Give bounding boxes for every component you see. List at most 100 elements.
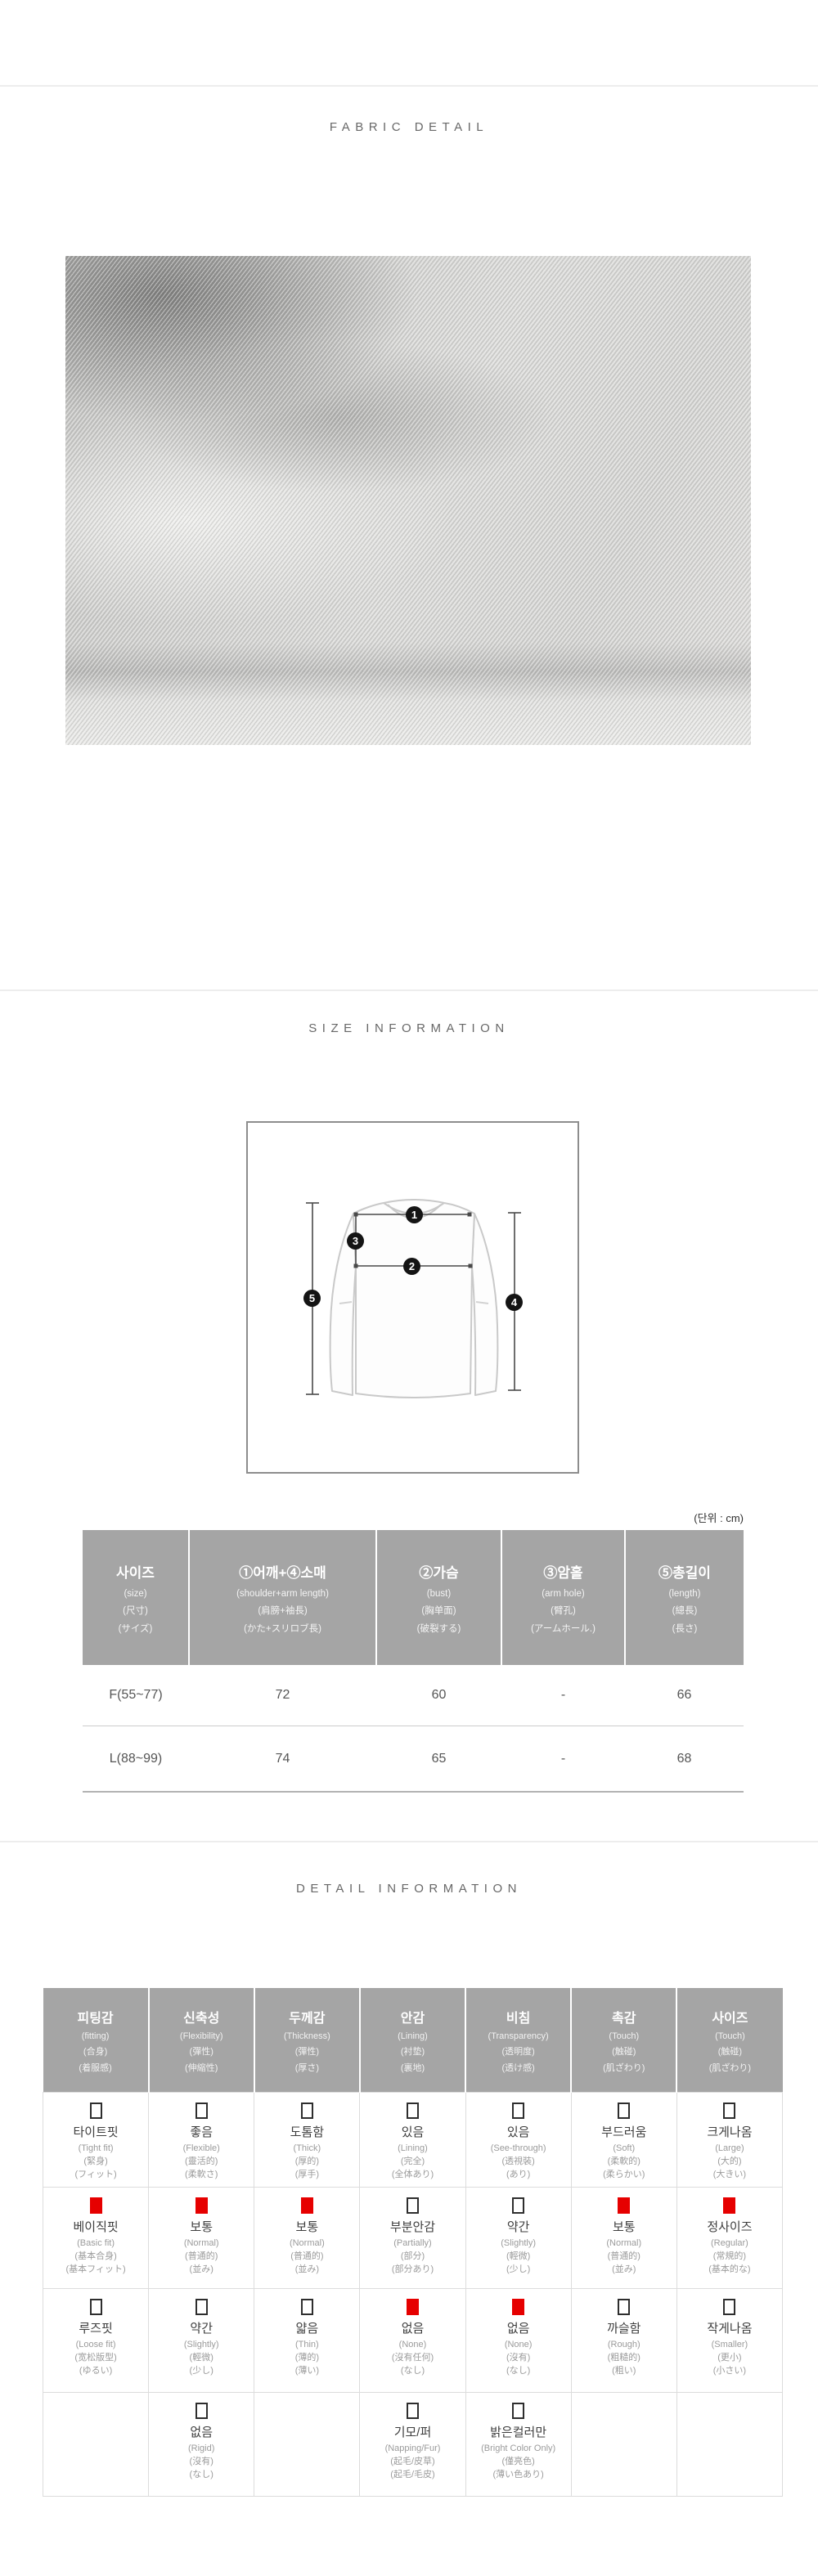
option-checkbox — [89, 2197, 102, 2214]
option-checkbox — [512, 2299, 525, 2315]
option-checkbox — [195, 2197, 208, 2214]
option-cell-empty — [254, 2392, 361, 2497]
shoulder-sleeve-col-header: ①어깨+④소매 (shoulder+arm length) (肩膀+袖長) (か… — [188, 1530, 376, 1665]
option-cell: 있음 (See-through) (透視裝) (あり) — [465, 2092, 572, 2188]
size-row-large: L(88~99) 74 65 - 68 — [83, 1726, 744, 1793]
option-checkbox — [618, 2197, 631, 2214]
option-checkbox — [723, 2197, 736, 2214]
measure-marker-3: 3 — [347, 1232, 364, 1250]
option-cell: 약간 (Slightly) (輕微) (少し) — [465, 2187, 572, 2289]
option-checkbox — [406, 2197, 419, 2214]
size-value: - — [501, 1665, 625, 1726]
option-checkbox — [618, 2103, 631, 2119]
option-cell: 크게나옴 (Large) (大的) (大きい) — [676, 2092, 784, 2188]
option-cell: 작게나옴 (Smaller) (更小) (小さい) — [676, 2288, 784, 2393]
measure-marker-4: 4 — [506, 1294, 523, 1311]
option-checkbox — [195, 2299, 208, 2315]
option-cell: 까슬함 (Rough) (粗糙的) (粗い) — [570, 2288, 677, 2393]
section-divider — [0, 990, 818, 991]
size-table-header-row: 사이즈 (size) (尺寸) (サイズ) ①어깨+④소매 (shoulder+… — [83, 1530, 744, 1665]
fabric-detail-title: FABRIC DETAIL — [329, 120, 489, 134]
size-value: 68 — [625, 1726, 744, 1793]
detail-option-row: 베이직핏 (Basic fit) (基本合身) (基本フィット) 보통 (Nor… — [42, 2187, 784, 2289]
option-cell-empty — [676, 2392, 784, 2497]
option-checkbox — [300, 2197, 313, 2214]
size-value: 72 — [189, 1665, 376, 1726]
size-table: 사이즈 (size) (尺寸) (サイズ) ①어깨+④소매 (shoulder+… — [83, 1530, 744, 1793]
option-cell: 있음 (Lining) (完全) (全体あり) — [359, 2092, 466, 2188]
option-checkbox — [723, 2299, 736, 2315]
option-cell: 보통 (Normal) (普通的) (並み) — [148, 2187, 255, 2289]
option-cell: 보통 (Normal) (普通的) (並み) — [570, 2187, 677, 2289]
option-checkbox — [512, 2403, 525, 2419]
bust-col-header: ②가슴 (bust) (胸单面) (破裂する) — [375, 1530, 501, 1665]
option-cell: 없음 (None) (沒有任何) (なし) — [359, 2288, 466, 2393]
detail-option-row: 루즈핏 (Loose fit) (宽松版型) (ゆるい) 약간 (Slightl… — [42, 2288, 784, 2393]
measure-marker-5: 5 — [303, 1290, 321, 1307]
size-information-title: SIZE INFORMATION — [308, 1021, 510, 1035]
option-cell: 부분안감 (Partially) (部分) (部分あり) — [359, 2187, 466, 2289]
option-cell: 밝은컬러만 (Bright Color Only) (僅亮色) (薄い色あり) — [465, 2392, 572, 2497]
detail-information-title: DETAIL INFORMATION — [296, 1882, 522, 1896]
option-cell: 약간 (Slightly) (輕微) (少し) — [148, 2288, 255, 2393]
option-cell: 정사이즈 (Regular) (常規的) (基本的な) — [676, 2187, 784, 2289]
option-checkbox — [512, 2103, 525, 2119]
detail-table: 피팅감 (fitting) (合身) (着服感) 신축성 (Flexibilit… — [42, 1988, 784, 2497]
fitting-col-header: 피팅감 (fitting) (合身) (着服感) — [43, 1988, 149, 2093]
option-cell-empty — [570, 2392, 677, 2497]
armhole-col-header: ③암홀 (arm hole) (臂孔) (アームホール.) — [501, 1530, 625, 1665]
shirt-outline-graphic — [306, 1199, 521, 1398]
lining-col-header: 안감 (Lining) (衬垫) (裏地) — [358, 1988, 466, 2093]
option-cell: 기모/퍼 (Napping/Fur) (起毛/皮草) (起毛/毛皮) — [359, 2392, 466, 2497]
option-checkbox — [300, 2103, 313, 2119]
option-checkbox — [89, 2103, 102, 2119]
option-checkbox — [618, 2299, 631, 2315]
option-cell: 보통 (Normal) (普通的) (並み) — [254, 2187, 361, 2289]
option-cell: 얇음 (Thin) (薄的) (薄い) — [254, 2288, 361, 2393]
size-value: 74 — [189, 1726, 376, 1793]
option-cell: 없음 (Rigid) (沒有) (なし) — [148, 2392, 255, 2497]
option-checkbox — [406, 2403, 419, 2419]
measure-marker-2: 2 — [403, 1258, 420, 1275]
option-cell: 도톰함 (Thick) (厚的) (厚手) — [254, 2092, 361, 2188]
length-col-header: ⑤총길이 (length) (總長) (長さ) — [624, 1530, 744, 1665]
option-checkbox — [195, 2403, 208, 2419]
option-cell: 좋음 (Flexible) (靈活的) (柔軟さ) — [148, 2092, 255, 2188]
detail-option-row: 타이트핏 (Tight fit) (緊身) (フィット) 좋음 (Flexibl… — [42, 2092, 784, 2188]
flexibility-col-header: 신축성 (Flexibility) (彈性) (伸縮性) — [147, 1988, 254, 2093]
size-col-header: 사이즈 (Touch) (触碰) (肌ざわり) — [676, 1988, 783, 2093]
option-checkbox — [300, 2299, 313, 2315]
size-col-header: 사이즈 (size) (尺寸) (サイズ) — [83, 1530, 189, 1665]
measure-marker-1: 1 — [406, 1206, 423, 1223]
touch-col-header: 촉감 (Touch) (触碰) (肌ざわり) — [570, 1988, 677, 2093]
option-cell: 베이직핏 (Basic fit) (基本合身) (基本フィット) — [42, 2187, 150, 2289]
option-checkbox — [512, 2197, 525, 2214]
size-diagram: 1 2 3 4 5 — [246, 1121, 579, 1474]
size-value: 65 — [376, 1726, 501, 1793]
option-checkbox — [406, 2299, 419, 2315]
option-checkbox — [723, 2103, 736, 2119]
size-value: - — [501, 1726, 625, 1793]
section-divider — [0, 85, 818, 87]
option-checkbox — [406, 2103, 419, 2119]
detail-option-row: 없음 (Rigid) (沒有) (なし) 기모/퍼 (Napping/Fur) … — [42, 2392, 784, 2497]
size-row-free: F(55~77) 72 60 - 66 — [83, 1665, 744, 1726]
option-cell: 부드러움 (Soft) (柔軟的) (柔らかい) — [570, 2092, 677, 2188]
size-value: 60 — [376, 1665, 501, 1726]
size-label: L(88~99) — [83, 1726, 189, 1793]
option-cell: 없음 (None) (沒有) (なし) — [465, 2288, 572, 2393]
size-label: F(55~77) — [83, 1665, 189, 1726]
fabric-closeup-image — [65, 256, 751, 745]
option-checkbox — [195, 2103, 208, 2119]
option-cell-empty — [42, 2392, 150, 2497]
section-divider — [0, 1841, 818, 1842]
unit-note: (단위 : cm) — [694, 1512, 744, 1524]
option-cell: 루즈핏 (Loose fit) (宽松版型) (ゆるい) — [42, 2288, 150, 2393]
thickness-col-header: 두께감 (Thickness) (彈性) (厚さ) — [253, 1988, 360, 2093]
option-checkbox — [89, 2299, 102, 2315]
option-cell: 타이트핏 (Tight fit) (緊身) (フィット) — [42, 2092, 150, 2188]
size-value: 66 — [625, 1665, 744, 1726]
transparency-col-header: 비침 (Transparency) (透明度) (透け感) — [465, 1988, 572, 2093]
detail-header-row: 피팅감 (fitting) (合身) (着服感) 신축성 (Flexibilit… — [43, 1988, 783, 2093]
